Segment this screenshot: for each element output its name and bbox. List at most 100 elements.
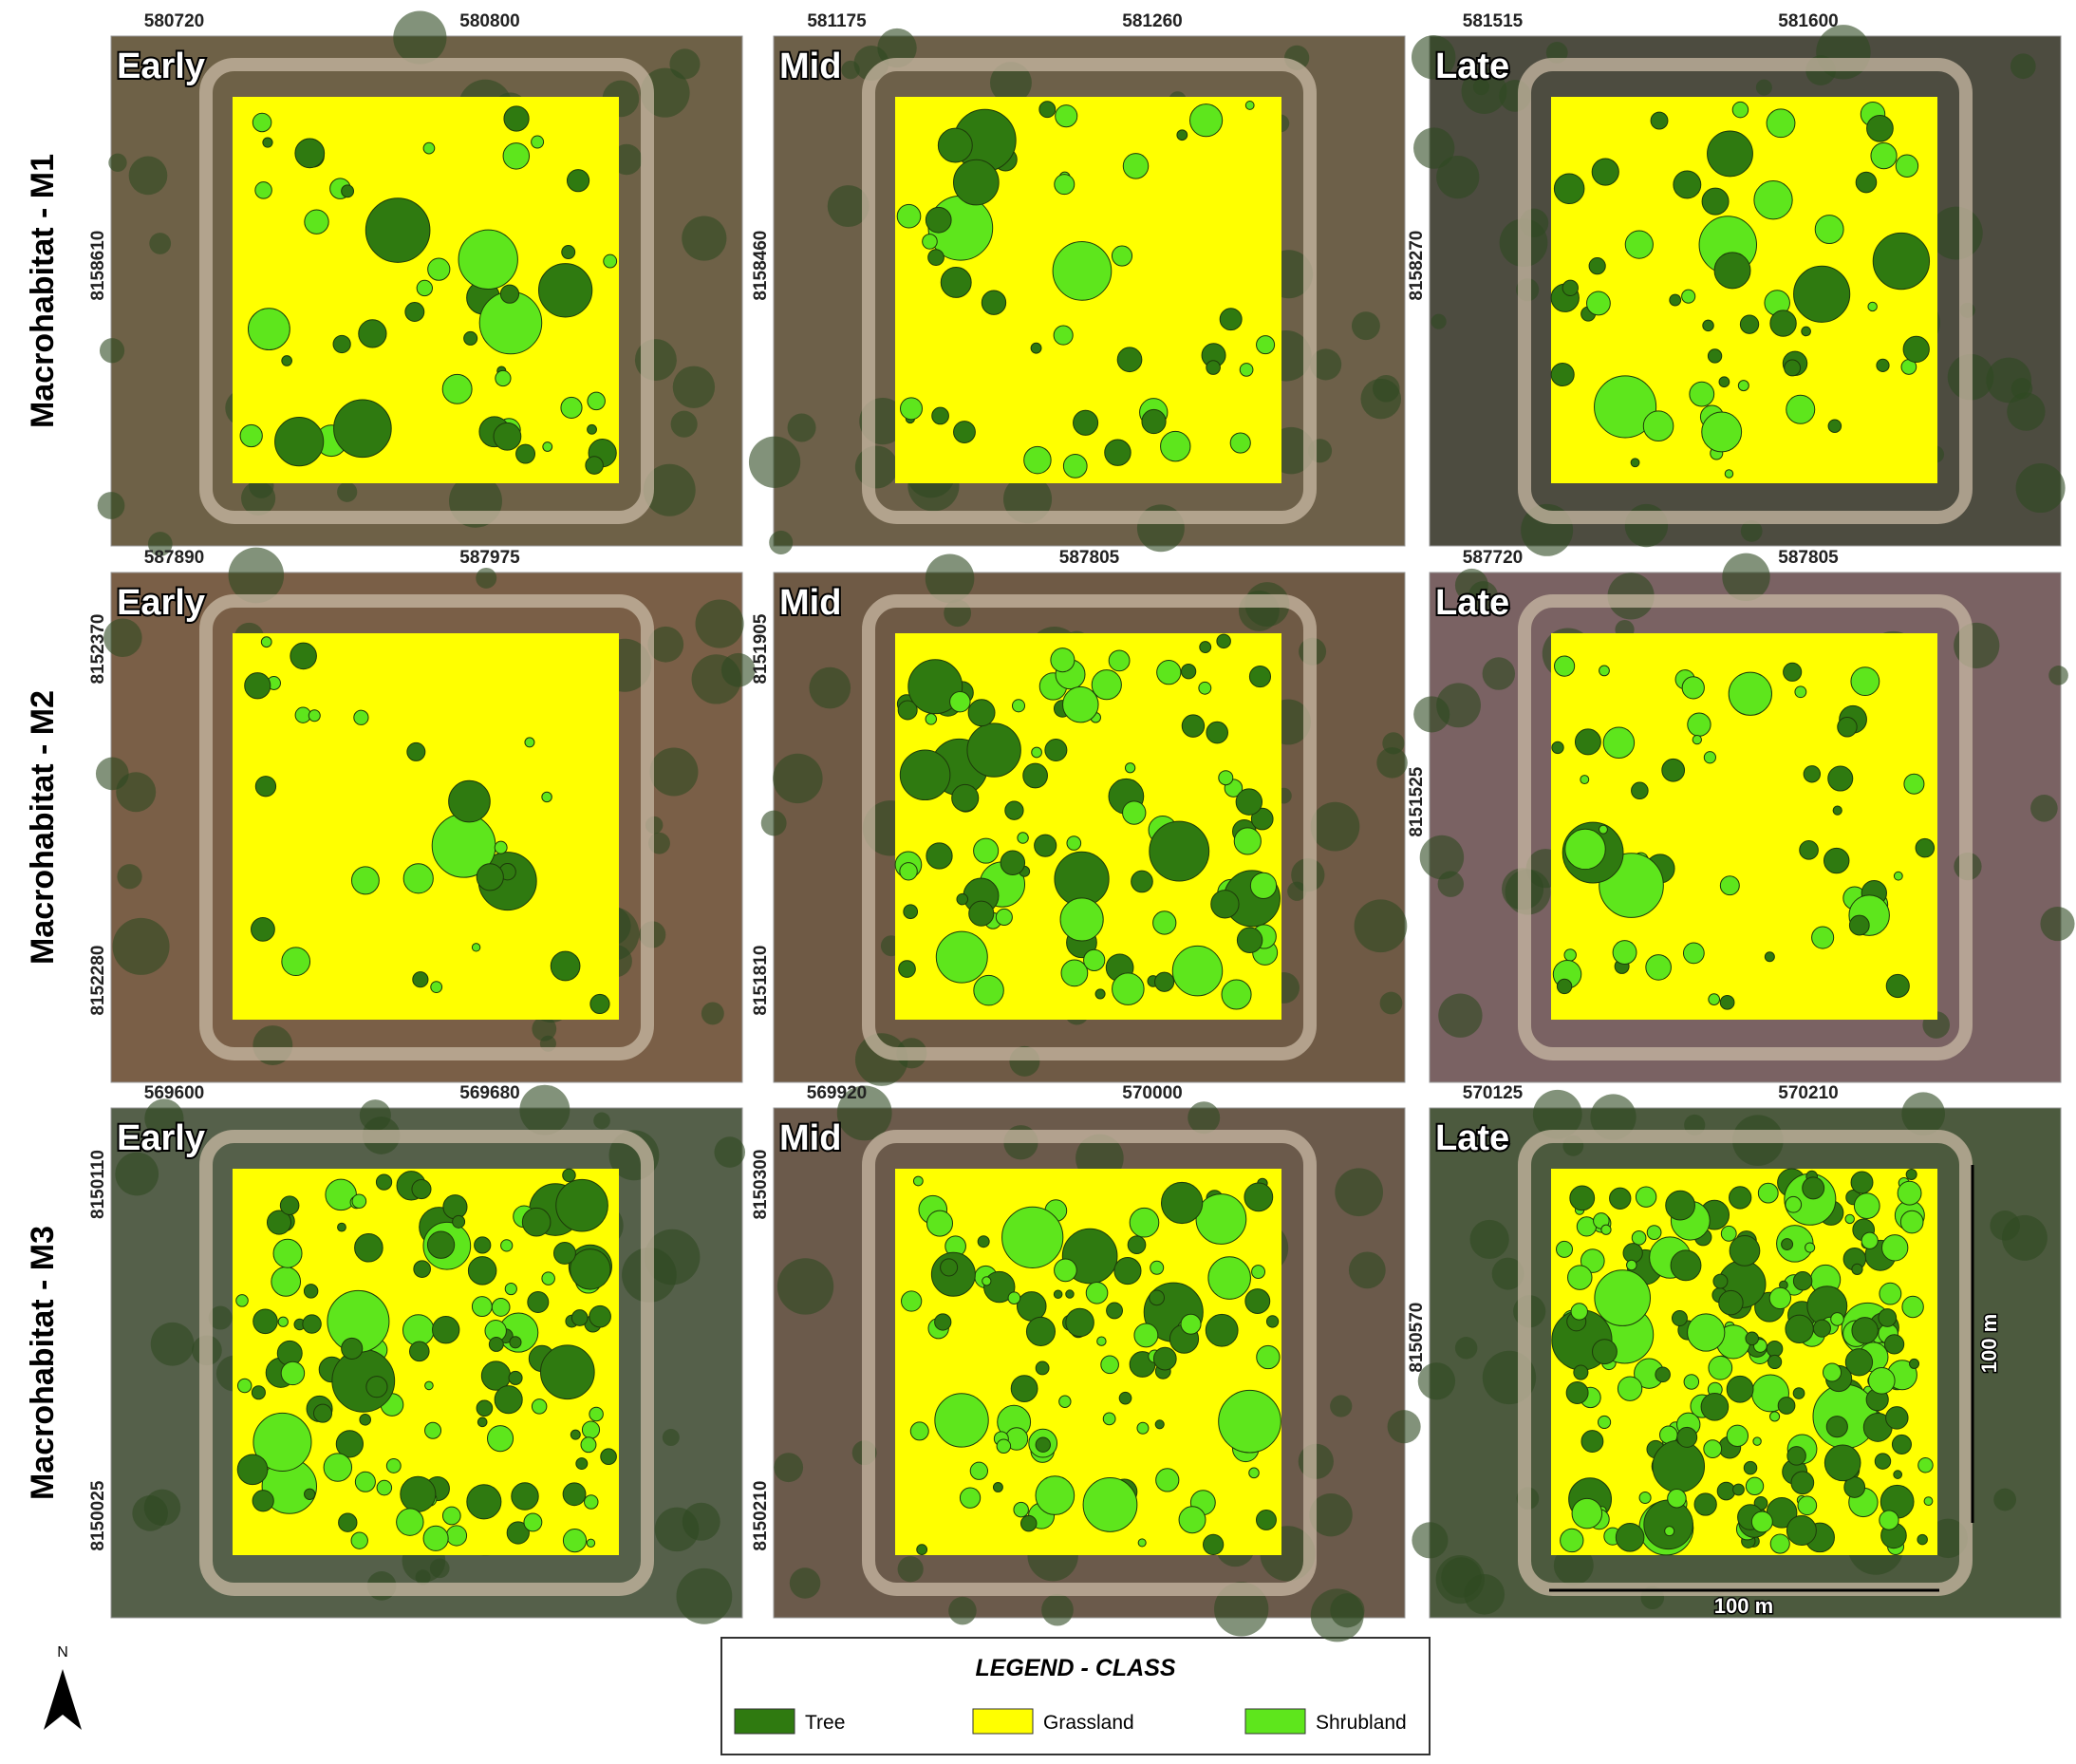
vegetation — [337, 481, 358, 502]
vegetation — [150, 1322, 195, 1366]
vegetation — [836, 1085, 892, 1141]
vegetation — [989, 62, 1032, 104]
vegetation — [701, 1002, 724, 1025]
vegetation — [644, 1229, 701, 1285]
shrub-patch — [422, 1525, 449, 1551]
shrub-patch — [983, 1270, 1016, 1304]
tree-patch — [1106, 1302, 1124, 1320]
tree-patch — [1832, 805, 1842, 816]
shrub-patch — [1617, 1376, 1643, 1401]
shrub-patch — [1053, 1289, 1063, 1300]
tree-patch — [550, 950, 581, 982]
shrub-patch — [1136, 1421, 1150, 1435]
shrub-patch — [1180, 1313, 1202, 1335]
tree-patch — [1236, 927, 1263, 954]
tree-patch — [953, 421, 976, 443]
shrub-patch — [589, 993, 610, 1015]
tree-patch — [1035, 1475, 1075, 1515]
tree-patch — [1745, 1331, 1759, 1346]
shrub-patch — [584, 1494, 599, 1510]
tree-patch — [1091, 669, 1122, 701]
row-label: Macrohabitat - M2 — [25, 690, 61, 965]
tree-patch — [560, 396, 583, 420]
shrub-patch — [1564, 828, 1606, 871]
shrub-patch — [1118, 1391, 1132, 1405]
vegetation — [1901, 1092, 1946, 1136]
tree-patch — [1137, 1538, 1147, 1548]
tree-patch — [959, 1487, 982, 1509]
shrub-patch — [589, 1406, 604, 1422]
vegetation — [128, 156, 168, 196]
shrub-patch — [907, 659, 963, 715]
shrub-patch — [1781, 1238, 1794, 1251]
tree-patch — [337, 1222, 346, 1232]
vegetation — [2010, 53, 2036, 80]
tree-patch — [486, 1425, 514, 1453]
vegetation — [1413, 127, 1455, 169]
tree-patch — [1769, 1411, 1781, 1422]
tree-patch — [523, 1512, 543, 1532]
tree-patch — [1218, 1389, 1281, 1454]
shrub-patch — [1784, 359, 1802, 377]
legend-swatch — [972, 1708, 1034, 1735]
shrub-patch — [899, 862, 918, 881]
tree-patch — [1054, 174, 1075, 196]
north-arrow: N — [44, 1644, 82, 1730]
tree-patch — [1681, 289, 1696, 304]
vegetation — [1417, 1362, 1456, 1400]
shrub-patch — [402, 1314, 435, 1346]
shrub-patch — [1827, 765, 1854, 792]
shrub-patch — [1031, 746, 1042, 759]
tree-patch — [1250, 807, 1274, 831]
tree-patch — [927, 249, 944, 267]
shrub-patch — [1133, 1323, 1159, 1348]
vegetation — [1928, 1518, 1969, 1559]
shrub-patch — [973, 837, 1000, 864]
vegetation — [682, 216, 727, 261]
tree-patch — [1022, 762, 1048, 789]
tree-patch — [1716, 1481, 1736, 1501]
shrub-patch — [925, 206, 952, 234]
tree-patch — [365, 197, 431, 263]
map-panel: Late 581515 581600 8158270 — [1407, 11, 2066, 556]
shrub-patch — [1718, 1289, 1744, 1316]
shrub-patch — [1235, 788, 1263, 816]
tree-patch — [1728, 671, 1772, 716]
tree-patch — [1152, 1346, 1177, 1371]
tree-patch — [426, 1230, 456, 1259]
shrub-patch — [935, 930, 988, 984]
vegetation — [519, 1084, 570, 1135]
shrub-patch — [1035, 1436, 1052, 1453]
shrub-patch — [1708, 993, 1721, 1005]
shrub-patch — [1050, 647, 1075, 673]
tree-patch — [491, 1298, 511, 1317]
vegetation — [1532, 1089, 1582, 1139]
y-coordinate: 8151905 — [751, 613, 771, 684]
tree-patch — [1038, 101, 1057, 119]
tree-patch — [926, 842, 953, 870]
map-panel: Late 570125 570210 8150570 — [1407, 1083, 2062, 1619]
tree-patch — [1825, 1416, 1848, 1438]
tree-patch — [1007, 1291, 1021, 1304]
vegetation — [610, 143, 643, 176]
vegetation — [695, 599, 744, 648]
tree-patch — [1244, 1288, 1271, 1314]
vegetation — [789, 1567, 821, 1599]
tree-patch — [1122, 800, 1147, 825]
shrub-patch — [236, 1378, 252, 1394]
shrub-patch — [280, 1361, 306, 1386]
vegetation — [476, 567, 497, 589]
shrub-patch — [542, 441, 553, 452]
vegetation — [1722, 553, 1770, 601]
track — [199, 594, 654, 1060]
tree-patch — [1701, 411, 1743, 453]
shrub-patch — [1850, 666, 1880, 697]
shrub-patch — [1600, 1224, 1612, 1235]
tree-patch — [966, 722, 1021, 778]
shrub-patch — [1867, 301, 1878, 312]
vegetation — [1755, 79, 1772, 96]
tree-patch — [1719, 994, 1735, 1010]
shrub-patch — [1876, 358, 1890, 372]
shrub-patch — [1580, 1430, 1604, 1454]
tree-patch — [1909, 1358, 1920, 1369]
